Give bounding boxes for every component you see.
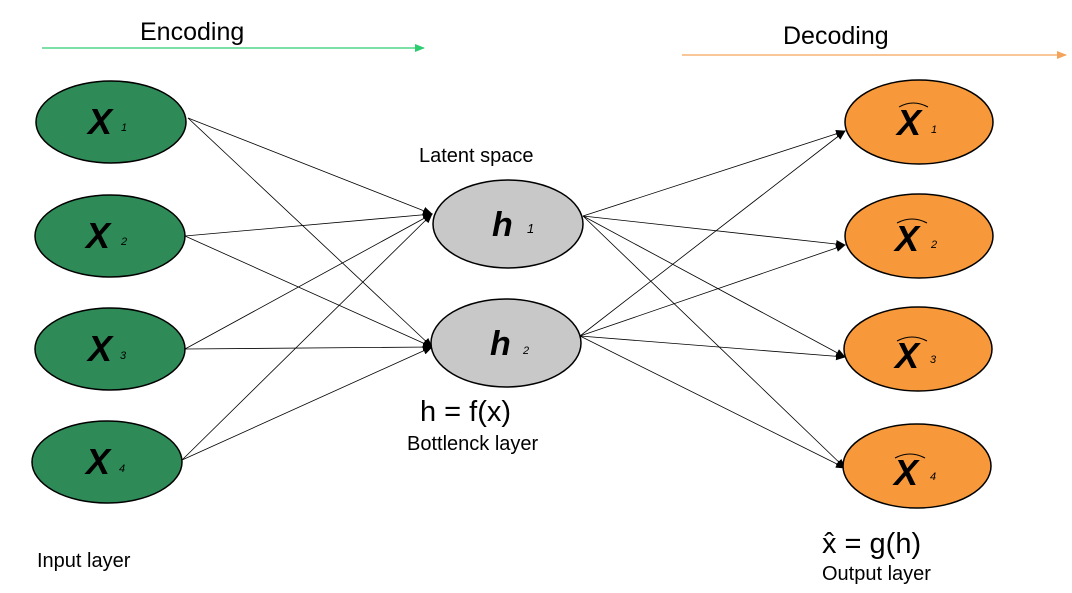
- output-node-2-sub: 2: [930, 239, 937, 251]
- encoder-connections: [181, 117, 433, 461]
- decoder-formula: x̂ = g(h): [822, 528, 921, 560]
- input-layer: X 1 X 2 X 3 X 4: [31, 80, 187, 504]
- input-node-1-sub: 1: [121, 122, 127, 134]
- decoder-connections: [579, 129, 846, 469]
- input-node-3: X 3: [34, 307, 186, 391]
- edge-h2-y4: [579, 335, 846, 469]
- output-node-4-var: X: [892, 452, 920, 493]
- edge-x2-h1: [184, 210, 433, 237]
- input-node-3-var: X: [86, 328, 114, 369]
- input-node-4-var: X: [84, 441, 112, 482]
- input-node-4: X 4: [31, 420, 183, 504]
- output-node-3-sub: 3: [930, 354, 937, 366]
- bottleneck-node-2-sub: 2: [522, 345, 529, 357]
- bottleneck-node-2: h 2: [430, 298, 582, 388]
- bottleneck-node-2-var: h: [490, 325, 511, 363]
- encoder-formula: h = f(x): [420, 396, 511, 428]
- decoding-label: Decoding: [783, 22, 889, 50]
- latent-space-label: Latent space: [419, 145, 534, 167]
- edge-h1-y2: [582, 215, 846, 248]
- output-node-3: X 3: [843, 306, 993, 392]
- input-node-4-sub: 4: [119, 463, 125, 475]
- edge-x2-h2: [184, 235, 433, 348]
- output-layer-label: Output layer: [822, 563, 931, 585]
- edge-x4-h1: [181, 213, 433, 461]
- output-node-2-var: X: [893, 218, 921, 259]
- hat-mark-3: [896, 336, 928, 342]
- edge-h2-y2: [579, 244, 846, 337]
- input-node-2-var: X: [84, 215, 112, 256]
- bottleneck-node-1: h 1: [432, 179, 584, 269]
- output-node-3-var: X: [893, 335, 921, 376]
- hat-mark-4: [894, 453, 926, 459]
- input-layer-label: Input layer: [37, 550, 131, 572]
- output-node-1-var: X: [895, 102, 923, 143]
- bottleneck-layer-label: Bottlenck layer: [407, 433, 539, 455]
- edge-h1-y1: [582, 129, 846, 217]
- output-node-2: X 2: [844, 193, 994, 279]
- hat-mark-2: [896, 218, 928, 224]
- output-node-4: X 4: [842, 423, 992, 509]
- encoding-label: Encoding: [140, 18, 244, 46]
- input-node-2-sub: 2: [120, 236, 127, 248]
- edge-h2-y1: [579, 130, 846, 337]
- output-node-1-sub: 1: [931, 124, 937, 136]
- edge-h2-y3: [579, 335, 846, 361]
- output-node-1: X 1: [844, 79, 994, 165]
- edge-h1-y4: [582, 215, 846, 469]
- edge-x1-h2: [187, 117, 433, 348]
- input-node-3-sub: 3: [120, 350, 127, 362]
- bottleneck-node-1-var: h: [492, 206, 513, 244]
- edge-x1-h1: [187, 117, 433, 215]
- output-node-4-sub: 4: [930, 471, 936, 483]
- edge-h1-y3: [582, 215, 846, 358]
- bottleneck-layer: h 1 h 2: [430, 179, 584, 388]
- edge-x3-h2: [184, 343, 433, 352]
- output-layer: X 1 X 2 X 3 X 4: [842, 79, 994, 509]
- hat-mark-1: [898, 102, 929, 108]
- edge-x3-h1: [184, 213, 433, 350]
- input-node-1-var: X: [86, 101, 114, 142]
- input-node-2: X 2: [34, 194, 186, 278]
- edge-x4-h2: [181, 346, 433, 461]
- bottleneck-node-1-sub: 1: [527, 221, 534, 236]
- input-node-1: X 1: [35, 80, 187, 164]
